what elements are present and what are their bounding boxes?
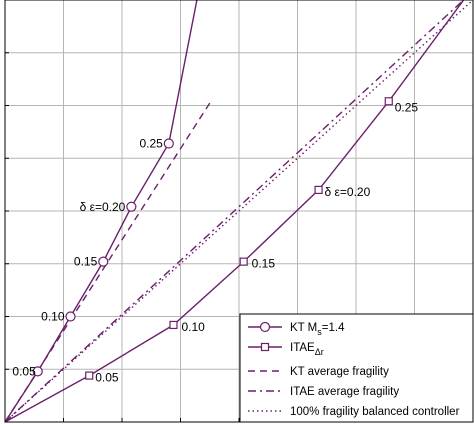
marker-s1-4 [384,97,393,106]
legend-label-2: KT average fragility [290,366,389,378]
annotation-3: δ ε=0.20 [80,200,126,214]
legend-label-4: 100% fragility balanced controller [290,406,460,418]
series-line-4 [4,0,474,423]
marker-s1-0 [85,371,94,380]
annotation-1: 0.10 [41,310,65,324]
marker-s1-3 [314,185,323,194]
marker-s0-2 [98,256,109,267]
legend-marker-0 [259,321,271,333]
legend-box [239,313,474,423]
annotation-7: 0.15 [252,257,276,271]
annotation-5: 0.05 [95,371,119,385]
annotations: 0.05 0.10 0.15 δ ε=0.20 0.25 0.05 0.10 0.15 δ ε=… [12,100,418,384]
annotation-6: 0.10 [181,320,205,334]
legend: KT Ms=1.4 ITAEΔr KT average fragility ITAE … [239,313,474,423]
legend-label-3: ITAE average fragility [290,386,399,398]
legend-label-1: ITAEΔr [290,342,324,357]
marker-s0-4 [163,138,174,149]
series-line-3 [4,0,465,423]
marker-s1-2 [239,257,248,266]
plot-frame [4,0,474,423]
annotation-0: 0.05 [12,364,36,378]
annotation-2: 0.15 [74,255,98,269]
marker-s1-1 [169,320,178,330]
marker-s0-0 [32,366,43,377]
legend-marker-1 [260,342,270,352]
annotation-4: 0.25 [139,136,163,150]
annotation-8: δ ε=0.20 [325,185,371,199]
marker-s0-1 [65,311,76,322]
legend-label-0: KT Ms=1.4 [290,322,345,337]
series-markers [32,97,393,380]
marker-s0-3 [126,201,137,212]
annotation-9: 0.25 [395,100,419,114]
